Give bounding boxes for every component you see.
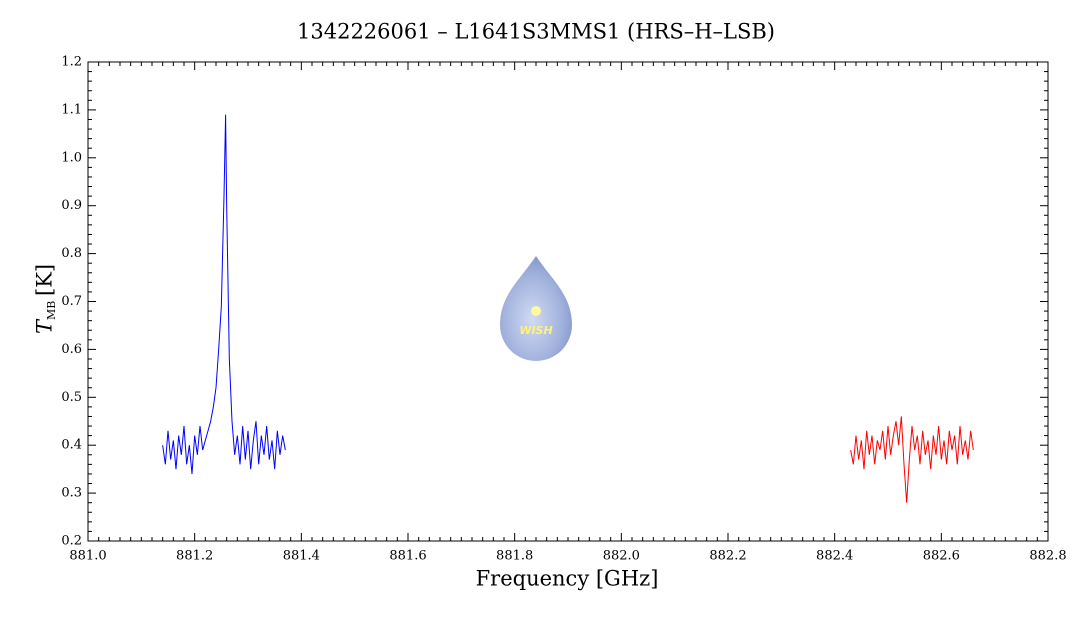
- x-tick-label: 881.0: [69, 549, 106, 564]
- x-tick-label: 882.2: [709, 549, 746, 564]
- y-tick-label: 1.0: [61, 150, 82, 165]
- y-tick-label: 0.5: [61, 390, 82, 405]
- y-label-unit: [K]: [33, 264, 57, 296]
- x-axis-label: Frequency [GHz]: [476, 567, 659, 591]
- x-tick-label: 881.6: [389, 549, 426, 564]
- x-tick-label: 882.6: [923, 549, 960, 564]
- x-tick-label: 881.2: [176, 549, 213, 564]
- y-tick-label: 0.4: [61, 438, 82, 453]
- y-tick-label: 0.2: [61, 534, 82, 549]
- x-tick-label: 881.4: [283, 549, 320, 564]
- spectrum-line: [162, 114, 286, 474]
- y-tick-label: 0.7: [61, 294, 82, 309]
- x-tick-label: 882.0: [603, 549, 640, 564]
- y-tick-label: 0.3: [61, 486, 82, 501]
- y-tick-label: 1.1: [61, 102, 82, 117]
- watermark-logo: WISH: [500, 256, 572, 361]
- y-tick-label: 0.8: [61, 246, 82, 261]
- y-tick-label: 0.6: [61, 342, 82, 357]
- watermark-text: WISH: [519, 324, 552, 337]
- y-tick-label: 0.9: [61, 198, 82, 213]
- x-tick-label: 882.8: [1029, 549, 1066, 564]
- spectrum-line: [850, 416, 974, 503]
- chart-title: 1342226061 – L1641S3MMS1 (HRS–H–LSB): [297, 20, 775, 44]
- y-axis-label: T MB [K]: [33, 264, 59, 334]
- x-tick-label: 881.8: [496, 549, 533, 564]
- y-tick-label: 1.2: [61, 55, 82, 70]
- y-label-sub: MB: [45, 301, 58, 320]
- y-label-main: T: [33, 318, 57, 334]
- x-tick-label: 882.4: [816, 549, 853, 564]
